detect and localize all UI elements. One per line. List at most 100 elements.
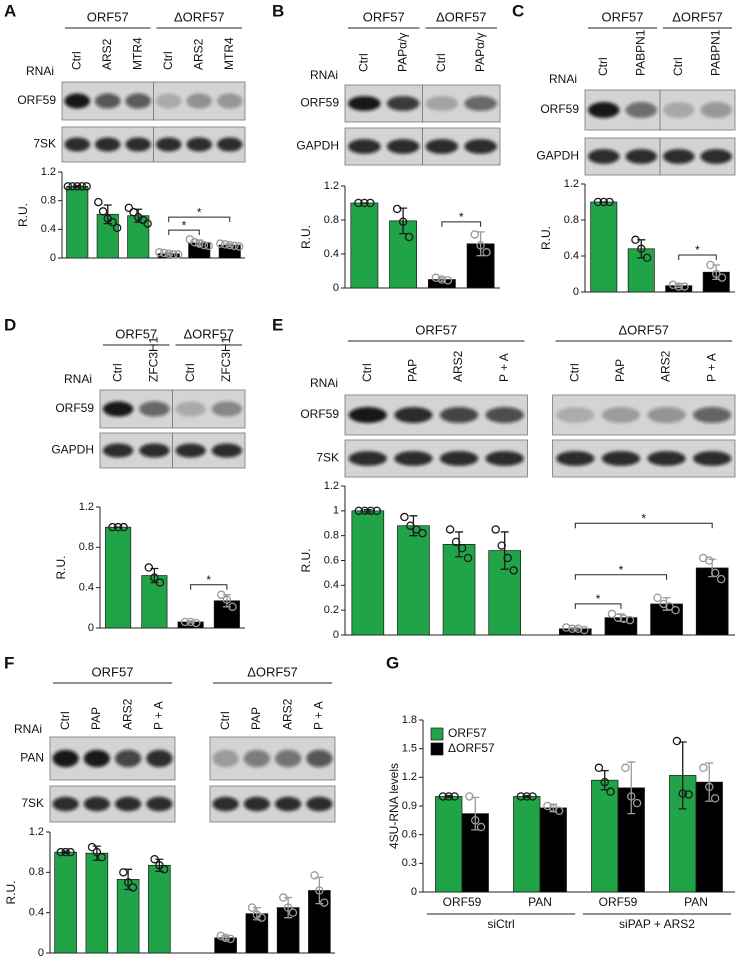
data-point xyxy=(66,847,75,857)
group-label: ΔORF57 xyxy=(618,322,669,337)
data-point xyxy=(471,816,480,825)
data-point xyxy=(418,528,427,538)
data-point xyxy=(678,789,687,798)
blot-band xyxy=(386,96,420,111)
data-point xyxy=(180,617,190,627)
blot-band xyxy=(348,96,381,111)
lane-label: Ctrl xyxy=(357,53,371,72)
data-point xyxy=(288,908,298,917)
data-point xyxy=(128,883,138,892)
data-point xyxy=(716,574,726,584)
rnai-label: RNAi xyxy=(26,64,54,78)
data-point xyxy=(216,239,225,248)
y-axis-label: R.U. xyxy=(299,225,313,249)
data-point xyxy=(476,241,485,250)
data-point xyxy=(144,563,154,572)
blot-band xyxy=(275,749,302,768)
data-point xyxy=(372,506,382,516)
legend-label: ORF57 xyxy=(448,726,487,740)
blot-band xyxy=(647,451,686,466)
blot-band xyxy=(146,749,173,768)
data-point xyxy=(631,235,640,245)
blot-band xyxy=(663,149,695,164)
data-point xyxy=(98,207,108,216)
lane-label: Ctrl xyxy=(596,57,610,76)
blot-band xyxy=(146,796,173,812)
data-point xyxy=(204,241,213,251)
lane-label: PABPN1 xyxy=(633,29,647,76)
y-tick-label: 0 xyxy=(333,629,339,641)
data-point xyxy=(642,253,652,263)
blot-band xyxy=(693,407,732,423)
blot-band xyxy=(52,749,79,768)
data-point xyxy=(216,931,226,941)
blot-label: 7SK xyxy=(316,451,339,465)
lane-label: PAPα/γ xyxy=(395,33,409,72)
lane-label: P + A xyxy=(152,701,166,730)
blot-band xyxy=(216,137,243,152)
data-point xyxy=(607,609,617,619)
significance-bracket xyxy=(574,603,622,609)
data-point xyxy=(437,275,447,284)
blot-band xyxy=(485,451,524,466)
blot-band xyxy=(601,407,641,423)
y-tick-label: 0 xyxy=(50,252,56,264)
blot-band xyxy=(348,407,387,423)
data-point xyxy=(228,602,237,612)
bar xyxy=(513,796,541,893)
blot-band xyxy=(139,401,170,417)
blot-band xyxy=(693,451,732,466)
blot-band xyxy=(394,407,433,423)
y-tick-label: 0 xyxy=(573,286,579,298)
data-point xyxy=(451,537,461,547)
data-point xyxy=(164,249,173,258)
data-point xyxy=(627,792,636,801)
data-point xyxy=(465,792,474,801)
y-tick-label: 1.2 xyxy=(324,480,339,492)
data-point xyxy=(155,248,164,257)
y-tick-label: 0.8 xyxy=(324,214,339,226)
data-point xyxy=(94,197,103,207)
blot-band xyxy=(556,451,595,466)
bar xyxy=(539,807,567,893)
data-point xyxy=(482,248,491,257)
data-point xyxy=(632,798,642,808)
x-tick-label: ORF59 xyxy=(443,895,482,909)
blot-band xyxy=(64,137,91,152)
bar xyxy=(591,779,619,893)
group-label: ORF57 xyxy=(115,326,157,341)
lane-label: PAP xyxy=(406,359,420,382)
data-point xyxy=(574,624,583,634)
lane-label: Ctrl xyxy=(161,51,175,70)
lane-label: Ctrl xyxy=(218,711,232,730)
data-point xyxy=(684,790,693,799)
data-point xyxy=(568,624,577,634)
error-bar xyxy=(315,876,324,905)
data-point xyxy=(173,250,183,259)
blot-band xyxy=(211,401,243,417)
blot-band xyxy=(175,401,206,417)
panel-letter: A xyxy=(4,1,16,20)
y-tick-label: 0.4 xyxy=(324,579,339,591)
significance-bracket xyxy=(168,216,231,223)
y-tick-label: 0.4 xyxy=(29,907,44,919)
data-point xyxy=(220,240,230,249)
significance-bracket xyxy=(190,584,228,590)
data-point xyxy=(194,239,204,248)
blot-label: 7SK xyxy=(21,796,44,810)
data-point xyxy=(443,276,453,285)
y-tick-label: 1 xyxy=(333,505,339,517)
significance-bracket xyxy=(574,522,713,529)
data-point xyxy=(283,903,293,912)
data-point xyxy=(354,198,363,208)
data-point xyxy=(230,241,239,251)
y-axis-label: R.U. xyxy=(4,881,18,905)
data-point xyxy=(522,792,531,801)
blot-band xyxy=(647,407,686,423)
blot-band xyxy=(102,443,134,458)
blot-band xyxy=(485,407,524,423)
data-point xyxy=(73,182,82,191)
data-point xyxy=(108,522,117,532)
group-label: ΔORF57 xyxy=(247,664,298,679)
